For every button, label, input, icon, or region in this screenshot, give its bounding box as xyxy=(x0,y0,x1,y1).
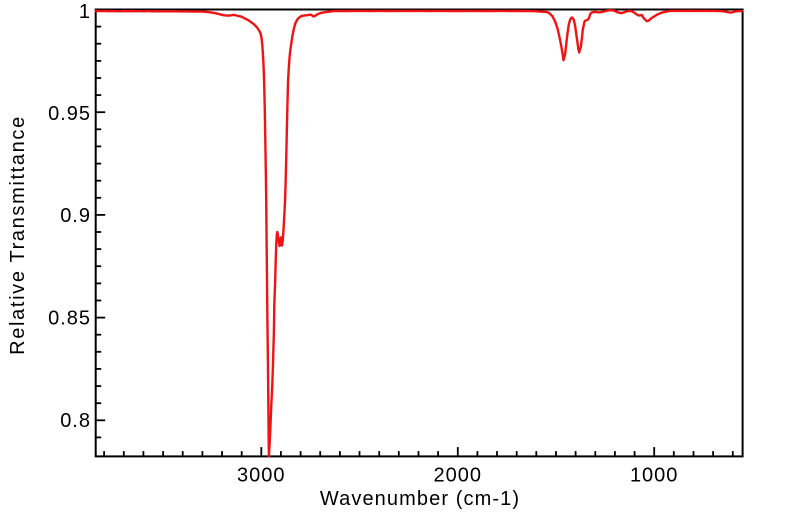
svg-text:0.95: 0.95 xyxy=(48,103,91,125)
svg-text:1000: 1000 xyxy=(630,464,679,486)
svg-text:0.8: 0.8 xyxy=(60,410,91,432)
svg-text:3000: 3000 xyxy=(237,464,286,486)
svg-text:1: 1 xyxy=(79,1,91,23)
svg-text:2000: 2000 xyxy=(434,464,483,486)
svg-text:Wavenumber (cm-1): Wavenumber (cm-1) xyxy=(320,488,520,510)
svg-text:0.9: 0.9 xyxy=(60,205,91,227)
svg-text:Relative Transmittance: Relative Transmittance xyxy=(7,115,29,355)
svg-text:0.85: 0.85 xyxy=(48,307,91,329)
